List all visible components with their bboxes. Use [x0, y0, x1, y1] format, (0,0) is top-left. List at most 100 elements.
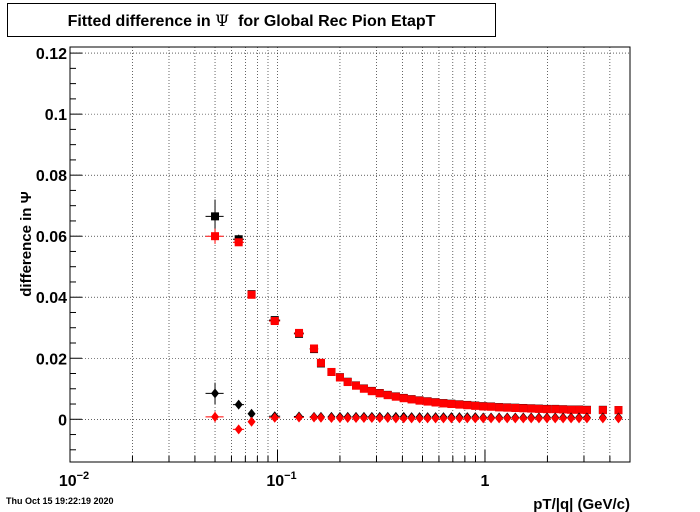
y-tick-label: 0.08: [36, 168, 67, 185]
data-point: [310, 344, 319, 353]
data-point: [455, 413, 464, 424]
x-tick-label: 10−2: [59, 470, 89, 490]
data-point: [423, 413, 432, 424]
data-point: [351, 413, 360, 424]
grid-lines: [70, 47, 631, 462]
data-point: [551, 413, 560, 424]
data-point: [431, 413, 440, 424]
data-point: [439, 399, 448, 408]
data-point: [598, 406, 607, 415]
data-point: [559, 413, 568, 424]
data-point: [316, 412, 325, 423]
data-point: [211, 388, 220, 399]
data-point: [511, 403, 520, 412]
data-point: [367, 413, 376, 424]
series-1: [205, 199, 623, 415]
data-point: [407, 413, 416, 424]
data-point: [447, 400, 456, 409]
data-point: [211, 232, 220, 241]
series-2: [205, 228, 623, 415]
data-point: [415, 413, 424, 424]
data-point: [479, 413, 488, 424]
tick-labels: 0 0.02 0.04 0.06 0.08 0.1 0.12 10−2 10−1 1: [36, 46, 490, 490]
x-axis-title: pT/|q| (GeV/c): [533, 496, 630, 512]
data-point: [582, 406, 591, 415]
y-tick-label: 0: [58, 412, 67, 429]
data-point: [391, 413, 400, 424]
data-point: [247, 290, 256, 299]
data-point: [399, 413, 408, 424]
data-point: [247, 408, 256, 419]
psi-symbol: Ψ: [215, 11, 230, 30]
data-point: [575, 413, 584, 424]
data-point: [487, 402, 496, 411]
data-point: [471, 401, 480, 410]
series-4: [205, 411, 623, 435]
data-point: [234, 238, 243, 247]
data-point: [519, 404, 528, 413]
data-point: [234, 424, 243, 435]
data-point: [479, 402, 488, 411]
data-point: [598, 413, 607, 424]
data-points: [205, 199, 623, 435]
data-point: [471, 413, 480, 424]
data-point: [519, 413, 528, 424]
data-point: [575, 405, 584, 414]
data-point: [234, 399, 243, 410]
data-point: [582, 413, 591, 424]
data-point: [316, 358, 325, 367]
data-point: [383, 413, 392, 424]
data-point: [551, 405, 560, 414]
data-point: [335, 413, 344, 424]
data-point: [559, 405, 568, 414]
data-point: [567, 413, 576, 424]
y-tick-label: 0.12: [36, 46, 67, 63]
data-point: [367, 387, 376, 396]
data-point: [534, 413, 543, 424]
data-point: [447, 413, 456, 424]
data-point: [327, 413, 336, 424]
data-point: [399, 394, 408, 403]
data-point: [327, 367, 336, 376]
data-point: [487, 413, 496, 424]
data-point: [527, 404, 536, 413]
title-part-1: Fitted difference in: [67, 13, 216, 30]
data-point: [463, 413, 472, 424]
plot-frame: [69, 46, 631, 463]
timestamp: Thu Oct 15 19:22:19 2020: [6, 496, 114, 506]
data-point: [503, 413, 512, 424]
data-point: [415, 396, 424, 405]
data-point: [211, 212, 220, 221]
data-point: [439, 413, 448, 424]
x-tick-label: 10−1: [266, 470, 296, 490]
data-point: [383, 391, 392, 400]
data-point: [211, 411, 220, 422]
axes: [69, 46, 631, 463]
data-point: [542, 405, 551, 414]
data-point: [614, 413, 623, 424]
chart-title-box: Fitted difference in Ψ for Global Rec Pi…: [7, 3, 496, 37]
data-point: [407, 395, 416, 404]
data-point: [247, 416, 256, 427]
data-point: [463, 401, 472, 410]
data-point: [295, 328, 304, 337]
data-point: [423, 397, 432, 406]
data-point: [359, 384, 368, 393]
data-point: [534, 404, 543, 413]
data-point: [503, 403, 512, 412]
data-point: [270, 317, 279, 326]
x-tick-label: 1: [481, 473, 490, 490]
data-point: [542, 413, 551, 424]
title-part-2: for Global Rec Pion EtapT: [229, 13, 436, 30]
data-point: [351, 381, 360, 390]
data-point: [567, 405, 576, 414]
y-tick-label: 0.04: [36, 290, 67, 307]
y-tick-label: 0.06: [36, 229, 67, 246]
y-axis-title: difference in Ψ: [18, 191, 35, 297]
data-point: [511, 413, 520, 424]
data-point: [359, 413, 368, 424]
data-point: [527, 413, 536, 424]
data-point: [495, 403, 504, 412]
data-point: [455, 400, 464, 409]
